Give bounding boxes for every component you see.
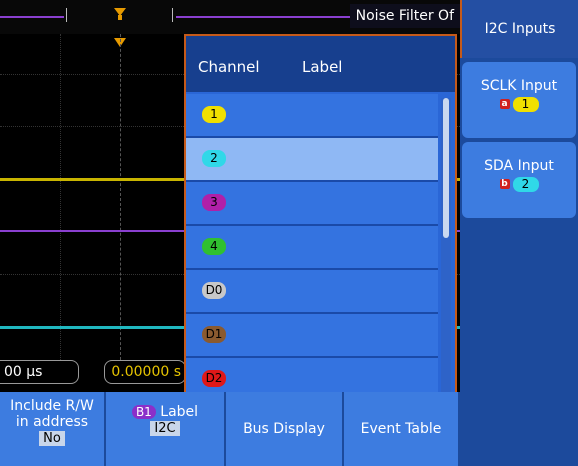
- channel-chip: D2: [202, 370, 226, 387]
- bus-display-label: Bus Display: [243, 421, 325, 437]
- label-value: I2C: [150, 421, 180, 436]
- bottom-menu: Include R/W in address No B1 Label I2C B…: [0, 392, 460, 466]
- side-menu-title: I2C Inputs: [460, 0, 578, 58]
- side-menu: I2C Inputs SCLK Input a 1 SDA Input b 2: [460, 0, 578, 466]
- bus-b1-tag: B1: [131, 405, 156, 419]
- label-button[interactable]: B1 Label I2C: [106, 392, 226, 466]
- scrollbar-track[interactable]: [441, 98, 451, 394]
- channel-chip: D1: [202, 326, 226, 343]
- channel-chip: 4: [202, 238, 226, 255]
- bus-display-button[interactable]: Bus Display: [226, 392, 344, 466]
- top-status-bar: Noise Filter Of: [0, 0, 460, 34]
- label-button-text: Label: [160, 404, 199, 420]
- horizontal-position-readout: 0.00000 s: [104, 360, 186, 384]
- channel-row[interactable]: D2: [186, 358, 438, 394]
- channel-row[interactable]: D0: [186, 270, 438, 314]
- grid-line: [60, 34, 62, 360]
- channel-row[interactable]: 4: [186, 226, 438, 270]
- sda-input-button[interactable]: SDA Input b 2: [462, 142, 576, 218]
- sda-input-label: SDA Input: [484, 158, 554, 174]
- channel-list: 1 2 3 4 D0 D1 D2: [186, 94, 438, 394]
- grid-center-line: [120, 34, 122, 360]
- include-rw-line2: in address: [15, 414, 89, 430]
- record-position-line-right: [176, 16, 356, 18]
- column-label: Label: [302, 58, 343, 76]
- channel-row[interactable]: D1: [186, 314, 438, 358]
- include-rw-button[interactable]: Include R/W in address No: [0, 392, 106, 466]
- event-table-button[interactable]: Event Table: [344, 392, 460, 466]
- channel-chip: 3: [202, 194, 226, 211]
- channel-select-popup: Channel Label 1 2 3 4 D0 D1 D2: [184, 34, 457, 396]
- sclk-tag: a: [499, 99, 510, 109]
- channel-row[interactable]: 3: [186, 182, 438, 226]
- record-position-line: [0, 16, 64, 18]
- include-rw-line1: Include R/W: [10, 398, 94, 414]
- sclk-input-button[interactable]: SCLK Input a 1: [462, 62, 576, 138]
- event-table-label: Event Table: [360, 421, 442, 437]
- column-channel: Channel: [198, 58, 260, 76]
- view-bracket: [66, 8, 173, 22]
- sda-channel-pill: 2: [512, 176, 539, 192]
- include-rw-value: No: [39, 431, 65, 446]
- trigger-position-icon: [114, 8, 126, 20]
- sclk-input-label: SCLK Input: [480, 78, 558, 94]
- scrollbar-thumb[interactable]: [443, 98, 449, 238]
- sda-tag: b: [499, 179, 510, 189]
- horizontal-scale-readout: 00 µs: [0, 360, 79, 384]
- noise-filter-title: Noise Filter Of: [349, 4, 460, 28]
- channel-chip: 2: [202, 150, 226, 167]
- channel-row[interactable]: 1: [186, 94, 438, 138]
- popup-header: Channel Label: [186, 36, 455, 92]
- channel-chip: 1: [202, 106, 226, 123]
- channel-row[interactable]: 2: [186, 138, 438, 182]
- sclk-channel-pill: 1: [512, 96, 539, 112]
- channel-chip: D0: [202, 282, 226, 299]
